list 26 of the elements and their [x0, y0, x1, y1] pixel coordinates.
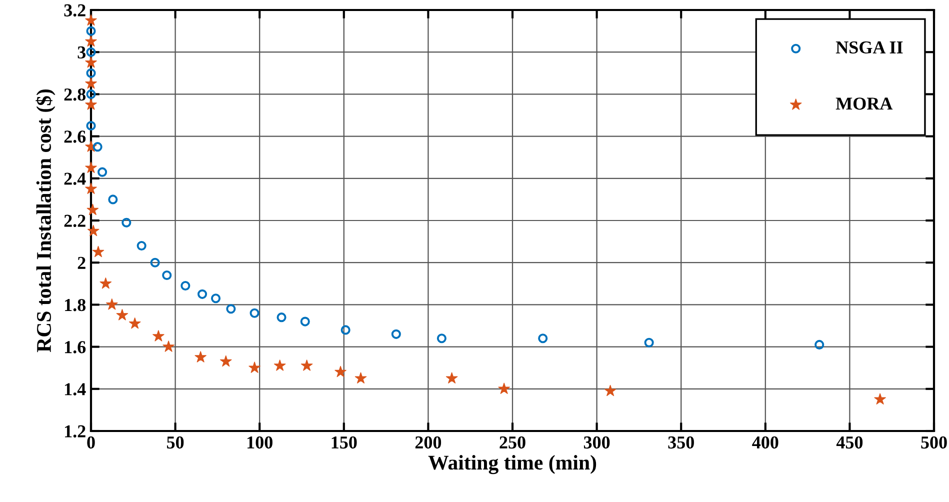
legend-label: MORA [836, 98, 893, 110]
x-tick-label: 400 [752, 436, 778, 449]
y-axis-title: RCS total Installation cost ($) [36, 89, 56, 352]
x-tick-label: 200 [415, 436, 442, 449]
y-tick-label: 2.2 [64, 214, 86, 228]
x-tick-label: 300 [584, 436, 610, 449]
y-tick-label: 1.2 [65, 425, 86, 438]
y-tick-label: 2.6 [64, 130, 86, 143]
y-tick-label: 1.8 [65, 298, 86, 312]
y-tick-label: 2 [78, 256, 86, 269]
x-tick-label: 250 [500, 436, 526, 449]
x-tick-label: 450 [836, 436, 863, 449]
y-tick-label: 2.8 [64, 88, 86, 101]
x-tick-label: 350 [668, 436, 694, 449]
y-tick-label: 1.4 [65, 383, 86, 396]
x-tick-label: 100 [248, 436, 272, 449]
x-tick-label: 500 [921, 436, 947, 449]
x-axis-title: Waiting time (min) [428, 455, 596, 474]
y-tick-label: 2.4 [64, 172, 86, 185]
x-tick-label: 50 [166, 436, 184, 449]
y-tick-label: 3.2 [64, 4, 86, 17]
x-tick-label: 150 [332, 436, 357, 449]
y-tick-label: 1.6 [65, 341, 86, 354]
legend-label: NSGA II [836, 41, 903, 54]
x-tick-label: 0 [87, 436, 95, 449]
y-tick-label: 3 [78, 46, 86, 59]
